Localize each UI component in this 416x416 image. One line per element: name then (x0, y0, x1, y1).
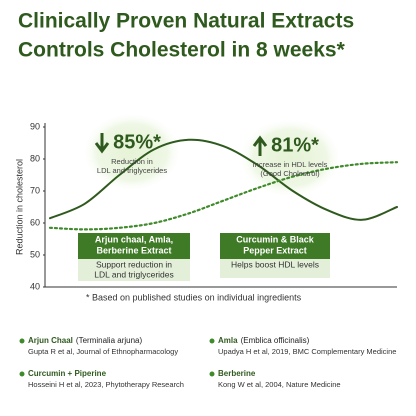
callout-text: Increase in HDL levels (253, 160, 328, 169)
headline: Clinically Proven Natural Extracts (18, 10, 354, 33)
y-tick-label: 40 (30, 281, 40, 291)
y-tick-label: 80 (30, 153, 40, 163)
bullet (209, 338, 215, 344)
bullet (19, 338, 25, 344)
callout-text: (Good Cholestrol) (260, 169, 320, 178)
box-header (78, 233, 190, 259)
callout-glow (238, 118, 342, 198)
headline: Controls Cholesterol in 8 weeks* (18, 39, 346, 62)
box-title: Pepper Extract (243, 245, 307, 255)
box-body (220, 259, 330, 278)
ingredient-ref: Hosseini H et al, 2023, Phytotherapy Res… (28, 380, 184, 389)
ingredient-name: Berberine (218, 369, 256, 378)
line-series (49, 138, 398, 221)
ingredient-name: Amla (218, 336, 238, 345)
box-title: Arjun chaal, Amla, (95, 234, 173, 244)
box-body (78, 259, 190, 281)
y-tick-label: 70 (30, 185, 40, 195)
arrow-icon (94, 133, 110, 154)
callout-glow (82, 112, 182, 192)
y-tick-label: 90 (30, 121, 40, 131)
footnote: * Based on published studies on individu… (86, 292, 302, 302)
ingredient-latin: (Terminalia arjuna) (76, 336, 143, 345)
callout-text: LDL and triglycerides (97, 166, 167, 175)
ingredient-name: Curcumin + Piperine (28, 369, 107, 378)
callout-value: 85%* (113, 131, 161, 153)
box-text: Support reduction in (96, 259, 172, 269)
bullet (209, 371, 215, 377)
y-axis-label: Reduction in cholesterol (14, 159, 24, 255)
box-header (220, 233, 330, 259)
ingredient: Berberine (218, 369, 256, 378)
y-tick-label: 60 (30, 217, 40, 227)
y-tick-label: 50 (30, 249, 40, 259)
line-series (48, 161, 399, 231)
ingredient-ref: Upadya H et al, 2019, BMC Complementary … (218, 347, 396, 356)
ingredient-latin: (Emblica officinalis) (241, 336, 310, 345)
box-text: LDL and triglycerides (94, 269, 174, 279)
root: Clinically Proven Natural Extracts Contro… (14, 10, 399, 389)
box-text: Helps boost HDL levels (231, 259, 319, 269)
box-title: Berberine Extract (96, 245, 171, 255)
bullet (19, 371, 25, 377)
ingredient-ref: Kong W et al, 2004, Nature Medicine (218, 380, 341, 389)
ingredient: Arjun Chaal (Terminalia arjuna) (28, 336, 142, 345)
ingredient-name: Arjun Chaal (28, 336, 73, 345)
arrow-icon (252, 135, 268, 156)
ingredient-ref: Gupta R et al, Journal of Ethnopharmacol… (28, 347, 178, 356)
box-title: Curcumin & Black (236, 234, 315, 244)
callout-text: Reduction in (111, 157, 153, 166)
callout-value: 81%* (271, 134, 319, 156)
ingredient: Amla (Emblica officinalis) (218, 336, 310, 345)
ingredient: Curcumin + Piperine (28, 369, 107, 378)
